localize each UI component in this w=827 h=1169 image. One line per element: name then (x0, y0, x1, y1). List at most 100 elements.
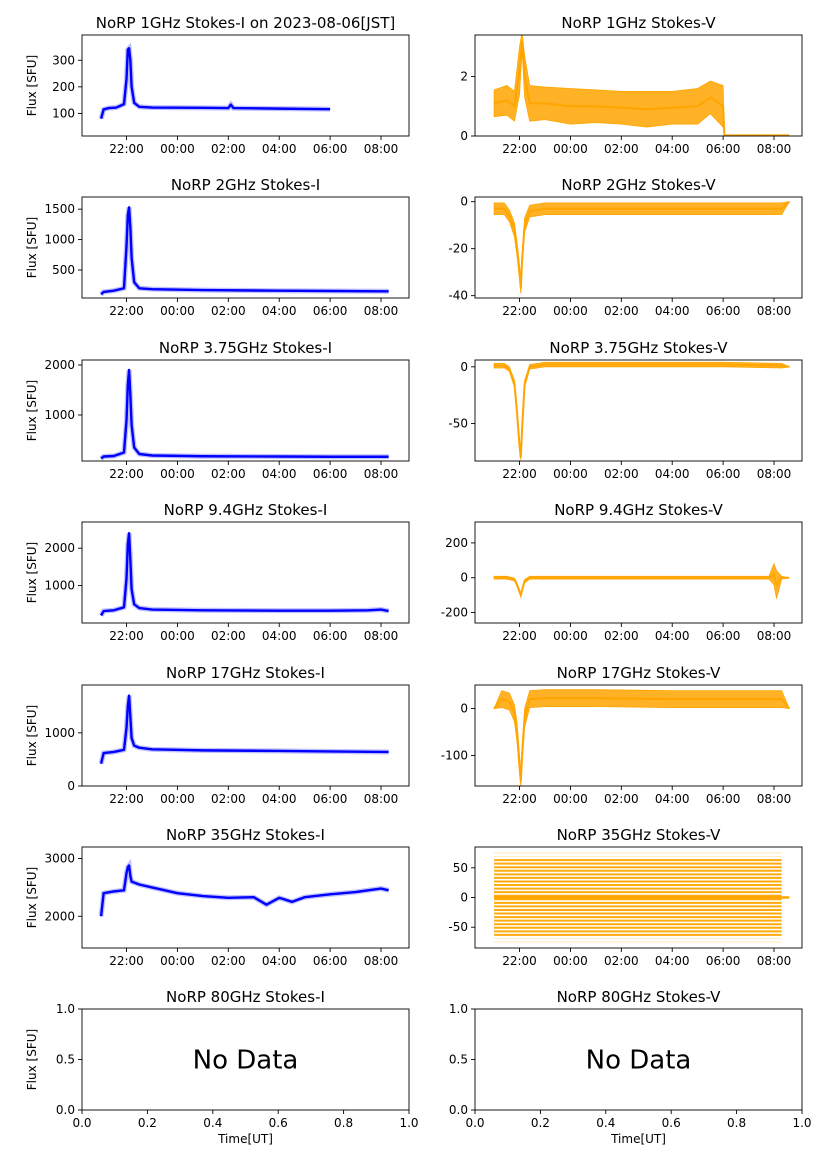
chart-title: NoRP 35GHz Stokes-V (557, 826, 722, 844)
y-tick-label: 0 (460, 891, 468, 905)
x-tick-label: 0.6 (269, 1116, 288, 1130)
y-tick-label: 0 (460, 129, 468, 143)
plot-area (493, 361, 791, 460)
y-tick-label: 50 (453, 861, 468, 875)
x-tick-label: 22:00 (502, 792, 537, 806)
y-tick-label: -50 (448, 417, 468, 431)
chart-title: NoRP 17GHz Stokes-V (557, 664, 722, 682)
y-tick-label: 0 (460, 571, 468, 585)
chart-panel: NoRP 17GHz Stokes-I 0 1000 22:00 00:00 02:00 0… (25, 664, 410, 806)
chart-panel: NoRP 35GHz Stokes-I 2000 3000 22:00 00:00 02:… (25, 826, 410, 968)
x-tick-label: 22:00 (502, 629, 537, 643)
x-tick-label: 22:00 (502, 304, 537, 318)
x-tick-label: 08:00 (364, 142, 399, 156)
x-tick-label: 02:00 (604, 792, 639, 806)
x-tick-label: 0.6 (662, 1116, 681, 1130)
axes-frame (81, 521, 410, 624)
x-tick-label: 0.2 (138, 1116, 157, 1130)
y-axis-label: Flux [SFU] (25, 542, 39, 603)
x-tick-label: 08:00 (364, 792, 399, 806)
x-tick-label: 22:00 (109, 467, 144, 481)
chart-panel: NoRP 1GHz Stokes-I on 2023-08-06[JST] 100… (25, 14, 410, 156)
x-tick-label: 22:00 (109, 304, 144, 318)
x-tick-label: 08:00 (757, 142, 792, 156)
x-tick-label: 00:00 (160, 467, 195, 481)
axes-frame (81, 359, 410, 462)
x-tick-label: 00:00 (160, 142, 195, 156)
chart-title: NoRP 35GHz Stokes-I (166, 826, 325, 844)
data-line-halo (99, 206, 389, 297)
x-tick-label: 04:00 (655, 954, 690, 968)
x-tick-label: 02:00 (211, 467, 246, 481)
x-tick-label: 08:00 (757, 954, 792, 968)
x-tick-label: 0.0 (465, 1116, 484, 1130)
x-tick-label: 1.0 (792, 1116, 811, 1130)
chart-panel: NoRP 9.4GHz Stokes-I 1000 2000 22:00 00:00 02… (25, 501, 410, 643)
y-tick-label: 500 (52, 263, 75, 277)
y-tick-label: -50 (448, 920, 468, 934)
x-tick-label: 06:00 (706, 792, 741, 806)
x-tick-label: 02:00 (211, 629, 246, 643)
x-tick-label: 06:00 (313, 467, 348, 481)
x-tick-label: 04:00 (655, 142, 690, 156)
x-tick-label: 22:00 (502, 467, 537, 481)
x-tick-label: 02:00 (211, 142, 246, 156)
x-tick-label: 04:00 (262, 792, 297, 806)
chart-panel: NoRP 35GHz Stokes-V 50 0 -50 22:00 00:00 02:00… (448, 826, 803, 968)
y-tick-label: 200 (52, 80, 75, 94)
x-tick-label: 04:00 (655, 792, 690, 806)
y-tick-label: 0 (460, 195, 468, 209)
x-tick-label: 00:00 (553, 792, 588, 806)
y-tick-label: 200 (445, 536, 468, 550)
plot-area (493, 200, 791, 294)
x-tick-label: 08:00 (364, 304, 399, 318)
data-line (493, 697, 791, 782)
y-tick-label: 3000 (44, 852, 75, 866)
data-line (100, 206, 389, 296)
axes-frame (81, 846, 410, 949)
x-tick-label: 08:00 (757, 792, 792, 806)
x-tick-label: 04:00 (262, 629, 297, 643)
x-tick-label: 22:00 (109, 629, 144, 643)
y-tick-label: 2000 (44, 909, 75, 923)
chart-panel: NoRP 3.75GHz Stokes-V 0 -50 22:00 00:00 02:00… (448, 339, 803, 481)
x-tick-label: 06:00 (706, 142, 741, 156)
chart-title: NoRP 2GHz Stokes-V (561, 176, 716, 194)
y-tick-label: 1500 (44, 202, 75, 216)
plot-area (493, 689, 791, 786)
x-tick-label: 22:00 (502, 142, 537, 156)
y-tick-label: 1000 (44, 233, 75, 247)
chart-title: NoRP 9.4GHz Stokes-V (554, 501, 723, 519)
chart-title: NoRP 1GHz Stokes-I on 2023-08-06[JST] (96, 14, 396, 32)
x-tick-label: 02:00 (604, 629, 639, 643)
plot-area (493, 562, 790, 599)
x-tick-label: 06:00 (313, 629, 348, 643)
chart-panel: NoRP 3.75GHz Stokes-I 1000 2000 22:00 00:00 0… (25, 339, 410, 481)
plot-area (99, 368, 389, 461)
data-line (494, 200, 790, 289)
x-tick-label: 22:00 (109, 954, 144, 968)
chart-title: NoRP 1GHz Stokes-V (561, 14, 716, 32)
x-tick-label: 1.0 (399, 1116, 418, 1130)
x-tick-label: 00:00 (160, 792, 195, 806)
chart-title: NoRP 80GHz Stokes-V (557, 988, 722, 1006)
x-tick-label: 00:00 (160, 629, 195, 643)
axes-frame (474, 359, 803, 462)
x-tick-label: 02:00 (211, 304, 246, 318)
chart-panel: NoRP 2GHz Stokes-V 0 -20 -40 22:00 00:00 02:00… (448, 176, 803, 318)
x-tick-label: 0.8 (334, 1116, 353, 1130)
data-line-halo (98, 532, 390, 617)
chart-title: NoRP 17GHz Stokes-I (166, 664, 325, 682)
x-tick-label: 02:00 (604, 467, 639, 481)
y-tick-label: 100 (52, 106, 75, 120)
x-tick-label: 22:00 (502, 954, 537, 968)
y-axis-label: Flux [SFU] (25, 217, 39, 278)
y-tick-label: -40 (448, 289, 468, 303)
x-tick-label: 00:00 (553, 304, 588, 318)
data-line (493, 40, 790, 136)
x-tick-label: 0.4 (596, 1116, 615, 1130)
data-line-halo (98, 858, 390, 917)
data-line-halo (98, 42, 331, 120)
x-tick-label: 04:00 (262, 467, 297, 481)
x-tick-label: 08:00 (364, 629, 399, 643)
